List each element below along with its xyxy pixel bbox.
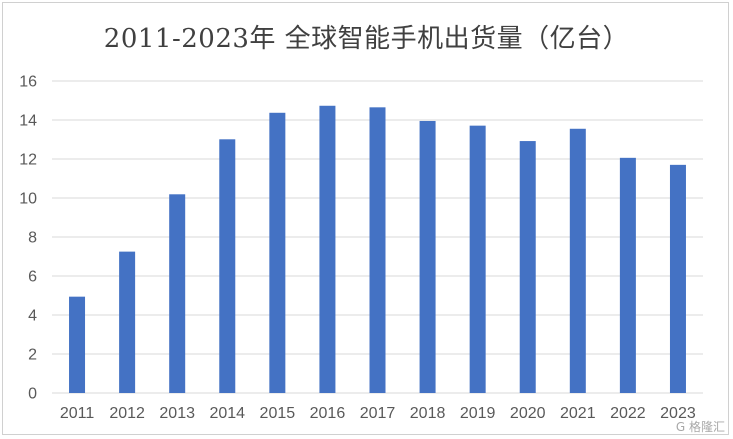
y-tick-label: 0 [28,386,37,403]
watermark-logo: G 格隆汇 [675,420,725,434]
x-tick-label: 2017 [360,405,396,422]
x-tick-label: 2012 [109,405,145,422]
x-axis-ticks: 2011 2012 2013 2014 2015 2016 2017 2018 2019 2020… [60,405,696,422]
y-tick-label: 10 [19,191,37,208]
y-tick-label: 2 [28,347,37,364]
x-tick-label: 2023 [660,405,696,422]
x-tick-label: 2011 [60,405,95,422]
bar-2014 [219,139,236,393]
bar-2016 [319,105,336,393]
bar-2023 [669,164,686,393]
y-tick-label: 16 [19,74,37,91]
y-tick-label: 4 [28,308,37,325]
chart-title: 2011-2023年 全球智能手机出货量（亿台） [103,24,630,54]
x-tick-label: 2020 [510,405,546,422]
x-tick-label: 2013 [159,405,195,422]
bar-2022 [619,157,636,393]
y-axis-ticks: 0 2 4 6 8 10 12 14 16 [19,74,37,403]
bars [69,105,686,393]
x-tick-label: 2019 [460,405,496,422]
y-tick-label: 8 [28,230,37,247]
bar-2015 [269,112,286,393]
bar-2019 [469,125,486,393]
x-tick-label: 2014 [209,405,245,422]
y-tick-label: 6 [28,269,37,286]
bar-2011 [69,296,86,393]
x-tick-label: 2016 [310,405,346,422]
y-tick-label: 14 [19,113,37,130]
x-tick-label: 2021 [560,405,596,422]
bar-2012 [119,251,136,393]
bar-2013 [169,194,186,393]
x-tick-label: 2015 [260,405,296,422]
y-tick-label: 12 [19,152,37,169]
bar-2018 [419,120,436,393]
bar-2021 [569,128,586,393]
x-tick-label: 2022 [610,405,646,422]
bar-2020 [519,141,536,393]
x-tick-label: 2018 [410,405,446,422]
bar-2017 [369,107,386,393]
